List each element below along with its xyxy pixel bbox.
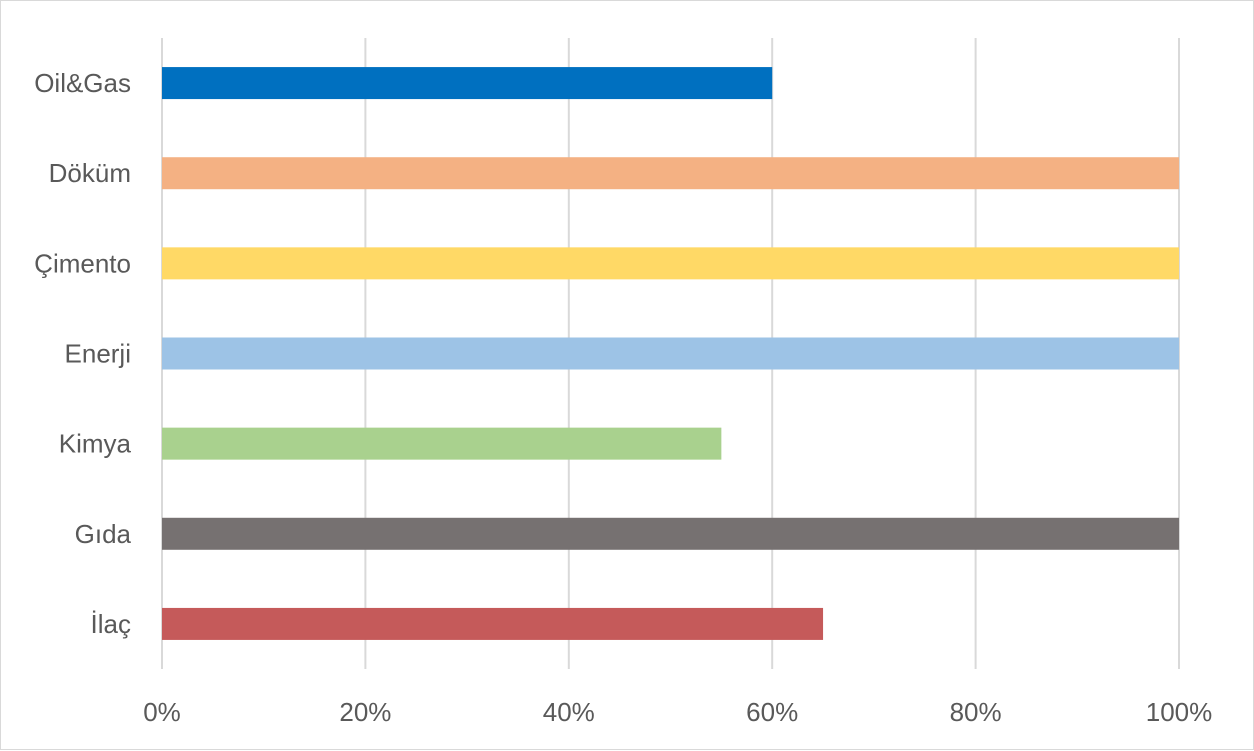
x-tick-label: 80%	[950, 697, 1002, 727]
x-tick-label: 40%	[543, 697, 595, 727]
bar	[162, 607, 824, 640]
category-label: Kimya	[59, 429, 132, 459]
bars	[162, 67, 1179, 640]
bar	[162, 337, 1179, 370]
x-tick-labels: 0% 20% 40% 60% 80% 100%	[143, 697, 1212, 727]
bar	[162, 247, 1179, 280]
x-tick-label: 100%	[1146, 697, 1213, 727]
bar	[162, 427, 722, 460]
x-tick-label: 20%	[339, 697, 391, 727]
bar	[162, 517, 1179, 550]
category-label: Döküm	[49, 158, 131, 188]
bar	[162, 157, 1179, 190]
x-tick-label: 60%	[746, 697, 798, 727]
x-tick-label: 0%	[143, 697, 181, 727]
category-label: Çimento	[34, 248, 131, 278]
category-label: Enerji	[65, 339, 131, 369]
category-label: Oil&Gas	[34, 68, 131, 98]
category-label: İlaç	[91, 609, 131, 639]
bar	[162, 67, 773, 100]
category-label: Gıda	[75, 519, 132, 549]
category-labels: Oil&Gas Döküm Çimento Enerji Kimya Gıda İlaç	[34, 68, 131, 639]
